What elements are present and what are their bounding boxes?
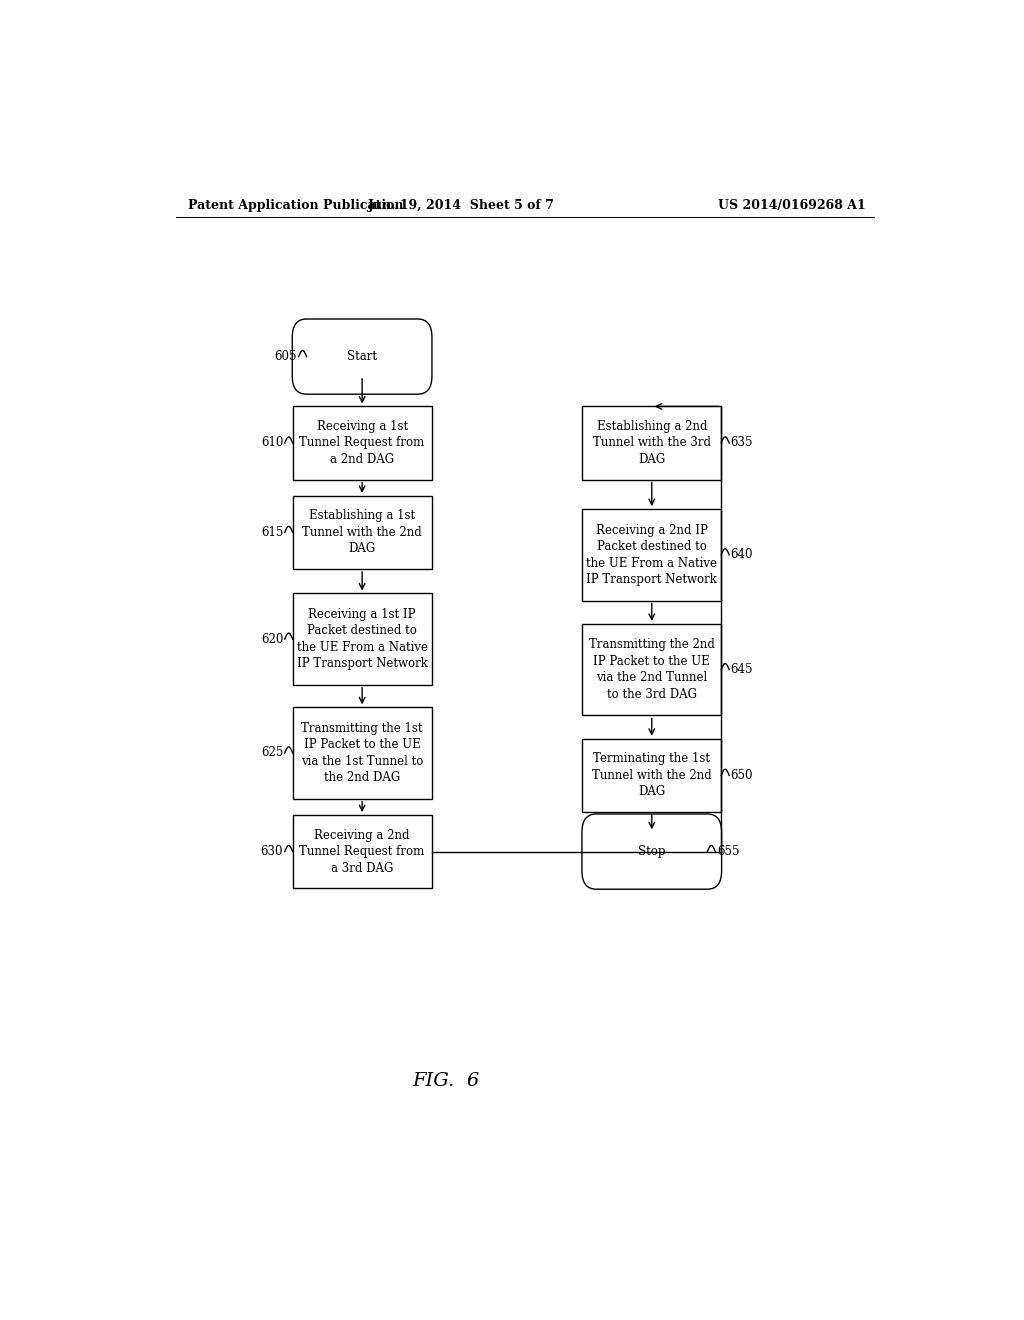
Text: US 2014/0169268 A1: US 2014/0169268 A1 [718,198,866,211]
Bar [583,624,721,715]
Text: 610: 610 [261,437,284,450]
Text: Receiving a 2nd IP
Packet destined to
the UE From a Native
IP Transport Network: Receiving a 2nd IP Packet destined to th… [587,524,717,586]
Bar [583,407,721,479]
Text: Stop: Stop [638,845,666,858]
Text: 620: 620 [261,632,284,645]
Text: 650: 650 [731,768,754,781]
Text: Establishing a 2nd
Tunnel with the 3rd
DAG: Establishing a 2nd Tunnel with the 3rd D… [593,420,711,466]
Bar [293,594,431,685]
FancyBboxPatch shape [582,814,722,890]
Text: Receiving a 2nd
Tunnel Request from
a 3rd DAG: Receiving a 2nd Tunnel Request from a 3r… [299,829,425,875]
Text: 605: 605 [274,350,297,363]
Text: Transmitting the 2nd
IP Packet to the UE
via the 2nd Tunnel
to the 3rd DAG: Transmitting the 2nd IP Packet to the UE… [589,639,715,701]
Bar [583,739,721,812]
Text: 630: 630 [261,845,284,858]
Text: Patent Application Publication: Patent Application Publication [187,198,403,211]
Text: Establishing a 1st
Tunnel with the 2nd
DAG: Establishing a 1st Tunnel with the 2nd D… [302,510,422,556]
Text: 645: 645 [731,663,754,676]
Text: Receiving a 1st IP
Packet destined to
the UE From a Native
IP Transport Network: Receiving a 1st IP Packet destined to th… [297,609,428,671]
Bar [583,510,721,601]
Bar [293,814,431,888]
Bar [293,407,431,479]
Text: 635: 635 [731,437,754,450]
Text: 640: 640 [731,548,754,561]
Text: Terminating the 1st
Tunnel with the 2nd
DAG: Terminating the 1st Tunnel with the 2nd … [592,752,712,799]
Text: Start: Start [347,350,377,363]
Text: Jun. 19, 2014  Sheet 5 of 7: Jun. 19, 2014 Sheet 5 of 7 [368,198,555,211]
Text: Receiving a 1st
Tunnel Request from
a 2nd DAG: Receiving a 1st Tunnel Request from a 2n… [299,420,425,466]
Text: 625: 625 [261,747,284,759]
Text: FIG.  6: FIG. 6 [412,1072,479,1090]
FancyBboxPatch shape [292,319,432,395]
Bar [293,708,431,799]
Bar [293,496,431,569]
Text: 615: 615 [261,525,284,539]
Text: 655: 655 [717,845,739,858]
Text: Transmitting the 1st
IP Packet to the UE
via the 1st Tunnel to
the 2nd DAG: Transmitting the 1st IP Packet to the UE… [301,722,423,784]
